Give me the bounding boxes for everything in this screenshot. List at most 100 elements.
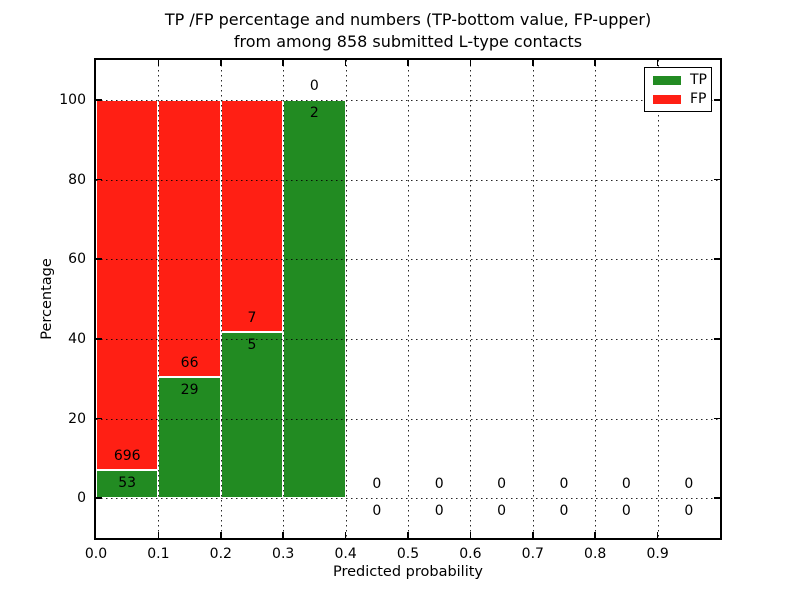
y-tick-left (96, 258, 102, 260)
grid-line-horizontal (96, 498, 720, 500)
x-tick-bottom (532, 532, 534, 538)
y-tick-right (714, 258, 720, 260)
bar-tp-segment (283, 99, 346, 499)
grid-line-vertical (532, 60, 534, 538)
grid-line-vertical (283, 60, 285, 538)
tp-swatch (653, 75, 681, 85)
x-tick-top (344, 60, 347, 66)
x-tick-label: 0.5 (396, 546, 420, 562)
x-tick-label: 0.2 (209, 546, 232, 562)
y-tick-right (714, 99, 720, 101)
chart-title-line1: TP /FP percentage and numbers (TP-bottom… (164, 10, 652, 29)
tp-count-label: 0 (497, 503, 507, 520)
x-tick-bottom (594, 532, 596, 538)
tp-count-label: 0 (434, 503, 444, 520)
x-tick-top (532, 60, 534, 66)
fp-count-label: 0 (684, 476, 694, 493)
y-tick-right (714, 338, 720, 340)
y-tick-label: 0 (77, 490, 86, 507)
y-tick-label: 60 (68, 251, 86, 268)
bar-fp-segment (158, 99, 221, 377)
fp-count-label: 0 (309, 77, 319, 94)
x-tick-bottom (157, 532, 160, 538)
chart-title-line2: from among 858 submitted L-type contacts (233, 32, 583, 51)
tp-count-label: 0 (372, 503, 382, 520)
x-tick-bottom (282, 532, 284, 538)
bar-tp-segment (158, 376, 221, 499)
grid-line-vertical (470, 60, 472, 538)
tp-count-label: 0 (559, 503, 569, 520)
fp-count-label: 0 (621, 476, 631, 493)
fp-count-label: 0 (434, 476, 444, 493)
bar-fp-segment (220, 99, 284, 333)
grid-line-horizontal (96, 338, 720, 340)
grid-line-vertical (408, 60, 409, 538)
grid-line-vertical (220, 60, 222, 538)
grid-line-horizontal (96, 259, 720, 261)
y-tick-right (714, 178, 720, 181)
x-tick-label: 0.3 (272, 546, 295, 562)
y-tick-right (714, 497, 720, 499)
legend-item-tp: TP (645, 73, 711, 87)
y-tick-label: 20 (68, 410, 86, 427)
tp-count-label: 53 (118, 474, 137, 491)
tp-count-label: 29 (180, 381, 199, 398)
bar-fp-segment (96, 99, 159, 470)
fp-count-label: 7 (247, 310, 257, 327)
x-tick-bottom (469, 532, 472, 538)
y-tick-left (96, 99, 102, 101)
y-tick-left (96, 497, 102, 499)
bar-tp-segment (220, 332, 284, 499)
legend-label-fp: FP (690, 91, 707, 107)
tp-count-label: 0 (621, 503, 631, 520)
legend-item-fp: FP (645, 92, 711, 106)
y-tick-label: 40 (68, 330, 86, 347)
fp-count-label: 696 (113, 447, 141, 464)
x-tick-top (157, 60, 160, 66)
grid-line-horizontal (96, 418, 720, 420)
y-tick-left (96, 417, 102, 420)
tp-count-label: 2 (309, 104, 319, 121)
grid-line-horizontal (96, 179, 720, 181)
y-tick-left (96, 338, 102, 340)
legend-label-tp: TP (690, 72, 707, 88)
x-tick-top (594, 60, 596, 66)
x-tick-label: 0.7 (521, 546, 544, 562)
grid-line-vertical (158, 60, 160, 538)
grid-line-vertical (657, 60, 659, 538)
fp-count-label: 0 (372, 476, 382, 493)
y-tick-label: 80 (68, 171, 86, 188)
x-axis-label: Predicted probability (332, 564, 484, 580)
plot-area: TP FP 696 53 66 29 7 5 0 2 0 0 0 0 0 0 0 0 0 0 0 0 (94, 58, 722, 540)
x-tick-top (220, 60, 222, 66)
x-tick-top (656, 60, 659, 66)
x-tick-bottom (220, 532, 222, 538)
x-tick-label: 0.9 (646, 546, 669, 562)
grid-line-vertical (345, 60, 347, 538)
x-tick-label: 0.1 (147, 546, 170, 562)
tp-count-label: 0 (684, 503, 694, 520)
grid-line-horizontal (96, 99, 720, 101)
x-tick-label: 0.4 (334, 546, 357, 562)
y-tick-right (714, 417, 720, 420)
x-tick-bottom (656, 532, 659, 538)
x-tick-top (407, 60, 409, 66)
x-tick-label: 0.8 (584, 546, 607, 562)
x-tick-label: 0.0 (84, 546, 108, 562)
fp-count-label: 0 (559, 476, 569, 493)
x-tick-label: 0.6 (459, 546, 482, 562)
y-tick-left (96, 178, 102, 181)
x-tick-bottom (344, 532, 347, 538)
tp-count-label: 5 (247, 337, 257, 354)
x-tick-bottom (407, 532, 409, 538)
legend: TP FP (644, 67, 712, 112)
fp-count-label: 0 (497, 476, 507, 493)
x-tick-top (282, 60, 284, 66)
chart-title: TP /FP percentage and numbers (TP-bottom… (96, 9, 720, 53)
grid-line-vertical (595, 60, 597, 538)
y-axis-label: Percentage (39, 258, 55, 340)
fp-count-label: 66 (180, 354, 199, 371)
bar-tp-segment (96, 469, 159, 499)
x-tick-top (469, 60, 472, 66)
